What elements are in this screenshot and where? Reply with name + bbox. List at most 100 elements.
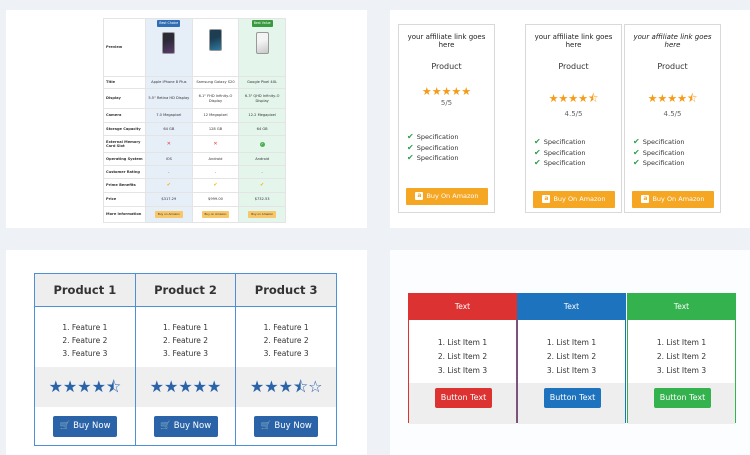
spec-item: ✔ Specification	[534, 158, 586, 167]
row-label: External Memory Card Slot	[103, 135, 146, 153]
table-cell: -	[191, 165, 240, 179]
star-rating-icon: ★★★★★	[135, 367, 236, 407]
table-cell: Apple iPhone 8 Plus	[145, 76, 193, 89]
row-label: Title	[103, 76, 146, 89]
table-cell: 12 Megapixel	[191, 108, 240, 123]
table-cell: Google Pixel 4XL	[238, 76, 286, 89]
buy-on-amazon-button[interactable]: a Buy On Amazon	[632, 191, 714, 208]
product-table-panel: Product 1 1. Feature 1 2. Feature 2 3. F…	[6, 250, 367, 455]
amazon-icon: a	[542, 195, 551, 203]
table-cell: 64 GB	[238, 122, 286, 136]
cross-icon: ✕	[213, 140, 218, 147]
star-rating-icon: ★★★★⯪	[548, 92, 599, 105]
check-icon: ✔	[534, 137, 541, 146]
affiliate-cards-panel: your affiliate link goes here Product ★★…	[390, 10, 750, 228]
table-cell: 64 GB	[145, 122, 193, 136]
row-label: Preview	[103, 18, 146, 77]
product-name: Product	[657, 62, 688, 71]
amazon-icon: a	[641, 195, 650, 203]
list-item: 3. List Item 3	[546, 366, 597, 375]
check-icon: ✔	[534, 158, 541, 167]
feature-item: 1. Feature 1	[62, 323, 108, 332]
affiliate-link[interactable]: your affiliate link goes here	[407, 33, 486, 49]
spec-item: ✔ Specification	[633, 158, 685, 167]
column-header: Text	[409, 294, 516, 320]
buy-on-amazon-button[interactable]: a Buy On Amazon	[406, 188, 488, 205]
table-cell: -	[145, 165, 193, 179]
product-name: Product	[431, 62, 462, 71]
table-cell: Android	[238, 152, 286, 166]
product-name: Product	[558, 62, 589, 71]
column-header: Text	[628, 294, 735, 320]
feature-item: 2. Feature 2	[162, 336, 209, 345]
feature-item: 3. Feature 3	[162, 349, 209, 358]
table-cell: 12.2 Megapixel	[238, 108, 286, 123]
table-cell: 5.5" Retina HD Display	[145, 88, 193, 109]
list-column: Text 1. List Item 1 2. List Item 2 3. Li…	[627, 293, 736, 424]
affiliate-card: your affiliate link goes here Product ★★…	[525, 24, 622, 213]
list-item: 2. List Item 2	[656, 352, 707, 361]
buy-now-button[interactable]: 🛒 Buy Now	[254, 416, 319, 437]
check-icon: ✔	[407, 153, 414, 162]
rating-score: 4.5/5	[564, 110, 583, 118]
affiliate-link[interactable]: your affiliate link goes here	[633, 33, 712, 49]
feature-item: 2. Feature 2	[62, 336, 108, 345]
price-cell: $732.53	[238, 192, 286, 207]
star-rating-icon: ★★★★⯪	[647, 92, 698, 105]
product-column: Product 3 1. Feature 1 2. Feature 2 3. F…	[236, 274, 337, 445]
product-column: Product 1 1. Feature 1 2. Feature 2 3. F…	[35, 274, 136, 445]
check-icon: ✔	[633, 137, 640, 146]
check-icon: ✔	[633, 147, 640, 157]
feature-item: 1. Feature 1	[162, 323, 209, 332]
buy-on-amazon-button[interactable]: Buy on Amazon	[201, 211, 230, 218]
list-column: Text 1. List Item 1 2. List Item 2 3. Li…	[517, 293, 626, 424]
table-cell: 6.1" FHD Infinity-O Display	[191, 88, 240, 109]
price-cell: $317.29	[145, 192, 193, 207]
check-icon: ✔	[633, 158, 640, 167]
spec-item: ✔ Specification	[407, 142, 459, 152]
product-title: Product 1	[35, 274, 135, 307]
buy-on-amazon-button[interactable]: a Buy On Amazon	[533, 191, 615, 208]
buy-on-amazon-button[interactable]: Buy on Amazon	[154, 211, 183, 218]
row-label: Operating System	[103, 152, 146, 166]
feature-item: 3. Feature 3	[263, 349, 309, 358]
affiliate-link[interactable]: your affiliate link goes here	[534, 33, 613, 49]
row-label: Camera	[103, 108, 146, 123]
phone-image	[162, 31, 176, 54]
list-item: 3. List Item 3	[437, 366, 488, 375]
cross-icon: ✕	[166, 140, 171, 147]
column-button[interactable]: Button Text	[435, 388, 492, 408]
product-column: Product 2 1. Feature 1 2. Feature 2 3. F…	[135, 274, 237, 445]
best-value-badge: Best Value	[251, 20, 273, 27]
affiliate-card: your affiliate link goes here Product ★★…	[624, 24, 721, 213]
table-cell: iOS	[145, 152, 193, 166]
buy-now-button[interactable]: 🛒 Buy Now	[153, 416, 218, 437]
rating-score: 4.5/5	[663, 110, 682, 118]
list-item: 1. List Item 1	[656, 338, 707, 347]
product-table: Product 1 1. Feature 1 2. Feature 2 3. F…	[34, 273, 337, 446]
rating-score: 5/5	[440, 99, 453, 107]
check-icon: ✔	[166, 182, 171, 189]
column-button[interactable]: Button Text	[654, 388, 711, 408]
row-label: Storage Capacity	[103, 122, 146, 136]
list-item: 3. List Item 3	[656, 366, 707, 375]
spec-item: ✔ Specification	[534, 147, 586, 157]
phone-image	[208, 29, 222, 51]
row-label: Prime Benefits	[103, 178, 146, 193]
affiliate-card: your affiliate link goes here Product ★★…	[398, 24, 495, 213]
list-item: 2. List Item 2	[437, 352, 488, 361]
table-cell: Android	[191, 152, 240, 166]
buy-on-amazon-button[interactable]: Buy on Amazon	[248, 211, 277, 218]
star-rating-icon: ★★★★⯪	[35, 367, 135, 407]
buy-now-button[interactable]: 🛒 Buy Now	[53, 416, 117, 437]
cart-icon: 🛒	[160, 421, 171, 431]
column-button[interactable]: Button Text	[544, 388, 601, 408]
comparison-table: Preview Best Choice Best Value Title App…	[103, 18, 286, 223]
spec-item: ✔ Specification	[407, 132, 459, 141]
star-rating-icon: ★★★⯪☆	[236, 367, 337, 407]
row-label: Customer Rating	[103, 165, 146, 179]
table-cell: 6.3" QHD Infinity-O Display	[238, 88, 286, 109]
list-table-panel: Text 1. List Item 1 2. List Item 2 3. Li…	[390, 250, 750, 455]
row-label: Price	[103, 192, 146, 207]
list-item: 1. List Item 1	[437, 338, 488, 347]
